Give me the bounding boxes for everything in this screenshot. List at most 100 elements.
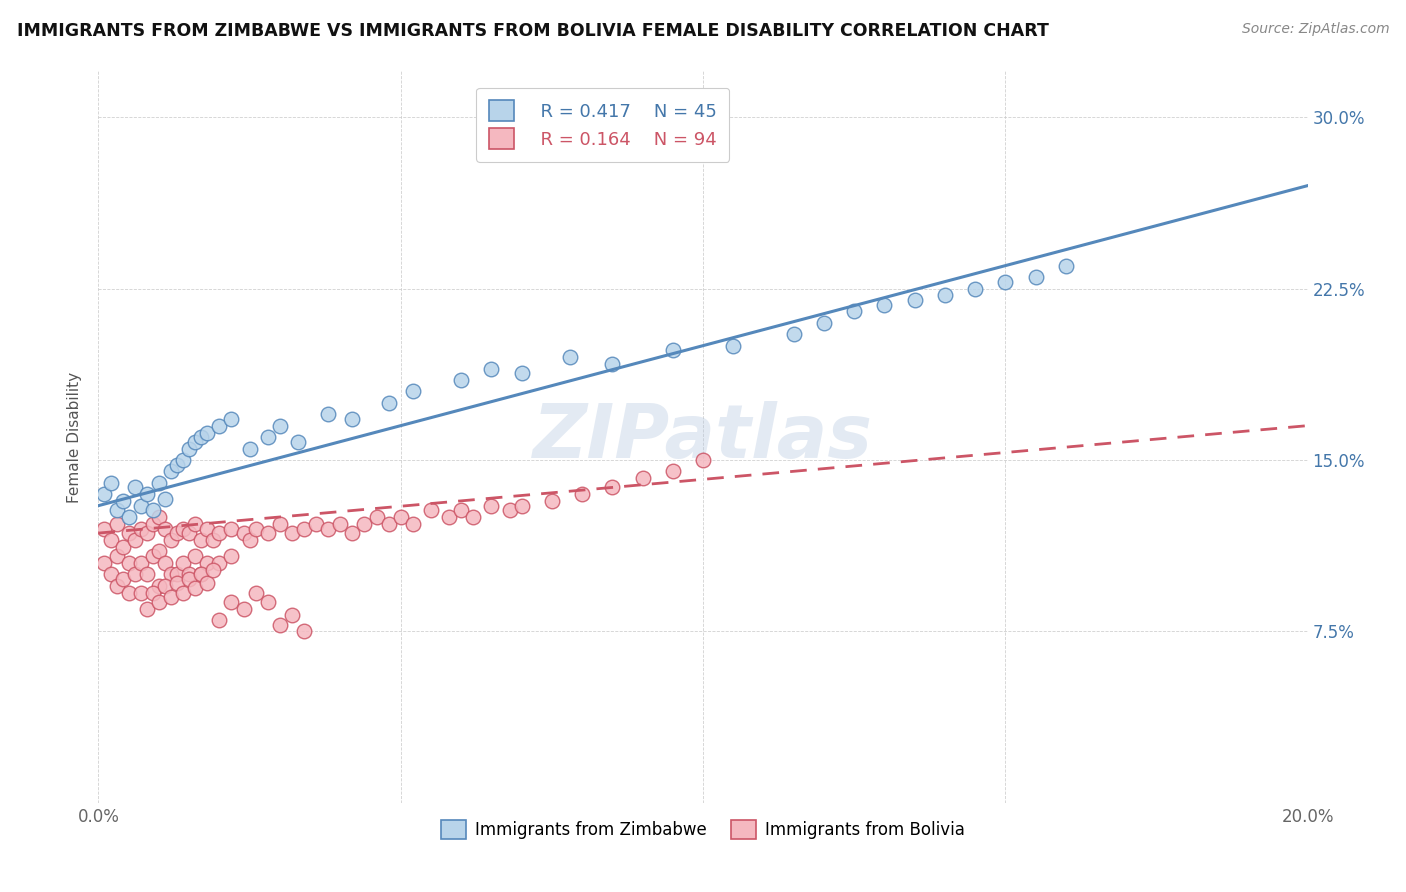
Point [256,595,278,609]
Point [239,533,262,547]
Point [437,510,460,524]
Point [93,521,115,535]
Point [329,516,352,531]
Point [994,275,1017,289]
Point [221,521,243,535]
Point [245,521,267,535]
Point [148,544,170,558]
Point [292,521,315,535]
Point [153,521,176,535]
Point [269,418,291,433]
Point [190,533,212,547]
Point [904,293,927,307]
Point [172,453,194,467]
Point [105,516,128,531]
Point [342,526,364,541]
Point [129,499,152,513]
Point [190,567,212,582]
Point [148,595,170,609]
Point [111,540,134,554]
Point [172,585,194,599]
Point [402,384,425,399]
Point [142,549,165,563]
Point [172,521,194,535]
Point [179,442,201,456]
Point [105,579,128,593]
Point [813,316,835,330]
Point [160,464,183,478]
Point [353,516,375,531]
Point [342,412,364,426]
Point [723,338,745,352]
Point [305,516,328,531]
Point [93,556,115,570]
Point [256,526,278,541]
Point [208,556,231,570]
Point [450,373,472,387]
Point [166,567,188,582]
Point [269,617,291,632]
Point [153,556,176,570]
Point [602,357,624,371]
Point [783,327,806,342]
Point [160,567,183,582]
Point [190,430,212,444]
Point [142,516,165,531]
Point [172,556,194,570]
Point [221,412,243,426]
Point [184,516,207,531]
Point [1024,270,1046,285]
Point [221,595,243,609]
Text: ZIPatlas: ZIPatlas [533,401,873,474]
Point [558,350,581,364]
Point [160,590,183,604]
Point [124,480,146,494]
Point [111,494,134,508]
Point [510,499,533,513]
Point [135,487,157,501]
Point [100,533,122,547]
Point [148,579,170,593]
Point [269,516,291,531]
Point [160,533,183,547]
Point [540,494,562,508]
Point [377,396,399,410]
Point [166,576,188,591]
Point [602,480,624,494]
Point [631,471,654,485]
Point [661,343,683,358]
Point [184,581,207,595]
Point [402,516,425,531]
Point [179,567,201,582]
Point [450,503,472,517]
Point [148,475,170,490]
Point [124,533,146,547]
Point [179,526,201,541]
Point [184,434,207,449]
Text: IMMIGRANTS FROM ZIMBABWE VS IMMIGRANTS FROM BOLIVIA FEMALE DISABILITY CORRELATIO: IMMIGRANTS FROM ZIMBABWE VS IMMIGRANTS F… [17,22,1049,40]
Point [389,510,412,524]
Point [1054,259,1077,273]
Point [100,475,122,490]
Legend: Immigrants from Zimbabwe, Immigrants from Bolivia: Immigrants from Zimbabwe, Immigrants fro… [434,814,972,846]
Point [510,366,533,380]
Point [281,526,304,541]
Point [93,487,115,501]
Point [420,503,443,517]
Point [844,304,866,318]
Point [208,418,231,433]
Point [208,613,231,627]
Point [195,521,218,535]
Point [184,549,207,563]
Point [135,567,157,582]
Point [316,407,339,421]
Point [105,503,128,517]
Point [100,567,122,582]
Point [129,521,152,535]
Point [195,556,218,570]
Point [195,425,218,440]
Point [692,453,714,467]
Point [481,361,503,376]
Point [202,563,225,577]
Point [934,288,956,302]
